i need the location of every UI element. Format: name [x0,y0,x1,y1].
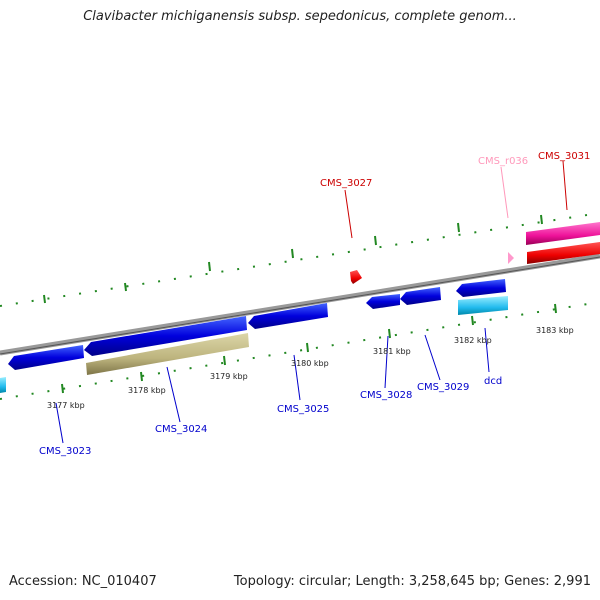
scale-label: 3183 kbp [536,326,574,335]
scale-label: 3180 kbp [291,359,329,368]
scale-label: 3181 kbp [373,347,411,356]
lower-tick-line [0,301,600,400]
gene-dcd-bar[interactable] [458,296,508,315]
reverse-strand-features [0,279,508,393]
scale-label: 3182 kbp [454,336,492,345]
gene-label-cms-3031[interactable]: CMS_3031 [538,151,590,162]
gene-cms-3031-bar[interactable] [526,222,600,245]
scale-label: 3179 kbp [210,372,248,381]
label-leader-lines [55,160,568,444]
gene-cms-3024-blue-arrow[interactable] [84,316,247,356]
gene-label-cms-r036[interactable]: CMS_r036 [478,156,528,167]
gene-cms-3024-bar[interactable] [86,333,249,375]
map-title: Clavibacter michiganensis subsp. sepedon… [83,9,517,24]
gene-label-cms-3025[interactable]: CMS_3025 [277,404,329,415]
upper-tick-line [0,212,600,307]
scale-label: 3178 kbp [128,386,166,395]
genome-backbone [0,253,600,356]
gene-cms-r036-arrow[interactable] [508,252,514,264]
gene-label-cms-3023[interactable]: CMS_3023 [39,446,91,457]
gene-label-cms-3028[interactable]: CMS_3028 [360,390,412,401]
gene-label-cms-3027[interactable]: CMS_3027 [320,178,372,189]
gene-cyan-left[interactable] [0,377,6,393]
scale-labels: 3177 kbp 3178 kbp 3179 kbp 3180 kbp 3181… [47,326,574,410]
scale-label: 3177 kbp [47,401,85,410]
gene-cms-3023-arrow[interactable] [8,345,84,370]
forward-strand-features [350,222,600,284]
gene-label-dcd[interactable]: dcd [484,376,502,387]
accession-label: Accession: NC_010407 [9,574,157,589]
gene-red-bar[interactable] [527,242,600,264]
gene-cms-3028-arrow[interactable] [366,294,400,309]
gene-label-cms-3024[interactable]: CMS_3024 [155,424,207,435]
gene-dcd-arrow[interactable] [456,279,506,297]
gene-cms-3029-arrow[interactable] [400,287,441,305]
gene-cms-3027-arrow[interactable] [350,270,362,284]
gene-cms-3025-arrow[interactable] [248,303,328,329]
genome-summary: Topology: circular; Length: 3,258,645 bp… [233,574,591,589]
gene-labels: CMS_3023 CMS_3024 CMS_3025 CMS_3028 CMS_… [39,151,590,457]
gene-label-cms-3029[interactable]: CMS_3029 [417,382,469,393]
